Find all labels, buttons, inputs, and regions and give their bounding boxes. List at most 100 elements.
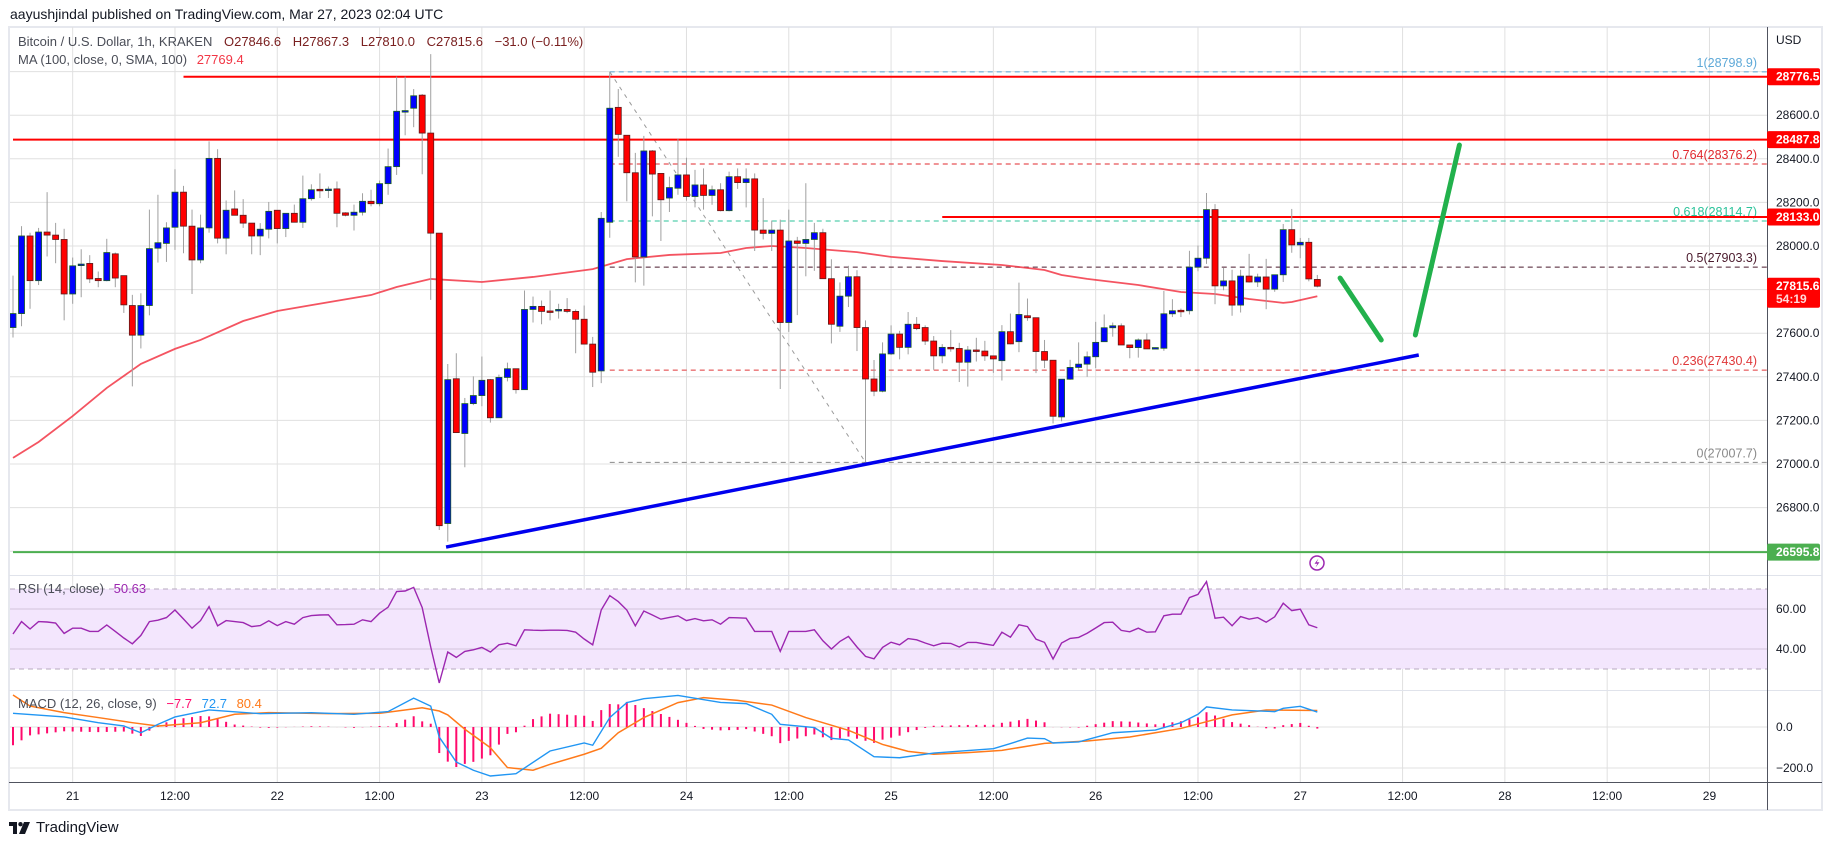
candle-body bbox=[461, 403, 469, 434]
candle bbox=[1075, 342, 1083, 370]
time-tick-label: 12:00 bbox=[774, 789, 804, 803]
candle-body bbox=[819, 232, 827, 280]
candle bbox=[828, 259, 835, 344]
projection-arrow-line[interactable] bbox=[1412, 142, 1462, 338]
alert-lightning-icon[interactable] bbox=[1309, 555, 1325, 571]
candle-body bbox=[52, 234, 60, 240]
candle bbox=[1271, 274, 1279, 292]
candle-body bbox=[444, 379, 452, 524]
candle-body bbox=[342, 212, 349, 216]
candle bbox=[921, 325, 929, 345]
candle bbox=[1126, 344, 1134, 359]
time-tick-label: 12:00 bbox=[1183, 789, 1213, 803]
candle bbox=[938, 344, 946, 364]
candle-body bbox=[1143, 339, 1151, 350]
candle-body bbox=[555, 309, 562, 312]
price-tick-label: 27600.0 bbox=[1776, 326, 1820, 340]
support-trendline[interactable] bbox=[445, 353, 1420, 549]
candle bbox=[180, 185, 187, 254]
candle-body bbox=[1305, 241, 1313, 280]
candle-body bbox=[955, 348, 963, 363]
candle-body bbox=[35, 231, 42, 282]
price-tag-label: 26595.8 bbox=[1776, 545, 1820, 559]
candle bbox=[1015, 282, 1023, 353]
legend-macd[interactable]: MACD (12, 26, close, 9) −7.7 72.7 80.4 bbox=[18, 696, 262, 711]
candle-body bbox=[469, 395, 477, 405]
candle-body bbox=[862, 327, 869, 380]
legend-ma[interactable]: MA (100, close, 0, SMA, 100) 27769.4 bbox=[18, 52, 244, 67]
candle-body bbox=[452, 378, 460, 434]
candle-body bbox=[401, 110, 409, 113]
candle-body bbox=[734, 176, 742, 183]
candle-body bbox=[938, 346, 946, 357]
candle bbox=[222, 200, 230, 255]
candle bbox=[171, 169, 179, 250]
price-tick-label: 27200.0 bbox=[1776, 413, 1820, 427]
candle bbox=[163, 222, 170, 262]
legend-rsi[interactable]: RSI (14, close) 50.63 bbox=[18, 581, 146, 596]
time-tick-label: 25 bbox=[884, 789, 898, 803]
candle-body bbox=[384, 166, 392, 185]
candle bbox=[597, 211, 605, 384]
candle bbox=[1254, 273, 1262, 287]
candle-body bbox=[248, 222, 256, 237]
candle-body bbox=[776, 229, 784, 323]
candle bbox=[1237, 269, 1244, 313]
candle-body bbox=[708, 189, 716, 196]
candle bbox=[674, 138, 682, 195]
candle bbox=[981, 340, 989, 361]
candle-body bbox=[410, 95, 418, 109]
candle-body bbox=[964, 349, 972, 363]
macd-pane[interactable] bbox=[10, 694, 1767, 777]
candle bbox=[1296, 237, 1304, 259]
candle bbox=[1007, 313, 1014, 345]
candle-body bbox=[418, 94, 426, 134]
candle-body bbox=[273, 209, 281, 229]
candle-body bbox=[828, 278, 835, 325]
candle-body bbox=[137, 305, 145, 336]
candle bbox=[640, 135, 648, 286]
tradingview-logo[interactable]: TradingView bbox=[9, 819, 119, 836]
rsi-pane[interactable] bbox=[10, 579, 1767, 684]
axes[interactable]: 21 12:00 22 12:00 23 12:00 24 12:00 25 12:00 26 12:… bbox=[66, 68, 1820, 803]
candle-body bbox=[1203, 209, 1210, 259]
candle-body bbox=[1169, 310, 1176, 315]
candle-body bbox=[77, 263, 85, 266]
candle bbox=[342, 212, 349, 217]
candle-body bbox=[103, 252, 111, 282]
fib-level-label: 0(27007.7) bbox=[1697, 446, 1757, 460]
candle-body bbox=[1007, 331, 1014, 345]
candle bbox=[478, 356, 486, 407]
candle bbox=[955, 342, 963, 383]
candle-body bbox=[1177, 309, 1185, 313]
candle-body bbox=[1015, 314, 1023, 343]
candle bbox=[333, 181, 341, 228]
candle-body bbox=[1160, 313, 1168, 349]
legend-symbol[interactable]: Bitcoin / U.S. Dollar, 1h, KRAKEN bbox=[18, 34, 212, 49]
legend-open: O27846.6 bbox=[224, 34, 281, 49]
candle bbox=[52, 222, 60, 264]
candle bbox=[1279, 223, 1287, 282]
candle bbox=[486, 378, 494, 423]
price-tick-label: 27400.0 bbox=[1776, 370, 1820, 384]
candle-body bbox=[904, 323, 912, 348]
candle-body bbox=[1024, 315, 1031, 319]
candle bbox=[256, 223, 264, 256]
candle-body bbox=[478, 379, 486, 396]
candle bbox=[785, 209, 793, 332]
candle-body bbox=[256, 228, 264, 237]
projection-arrow-line[interactable] bbox=[1337, 275, 1384, 343]
candle-body bbox=[913, 323, 921, 330]
price-pane[interactable]: 1(28798.9) 0.764(28376.2) 0.618(28114.7) 0.… bbox=[10, 54, 1767, 554]
candle bbox=[495, 374, 503, 419]
candle-body bbox=[1271, 274, 1279, 290]
candle-body bbox=[69, 265, 77, 295]
candle-body bbox=[197, 227, 204, 261]
candle bbox=[43, 192, 51, 257]
macd-value: 72.7 bbox=[202, 696, 227, 711]
candle bbox=[1313, 274, 1321, 288]
candle-body bbox=[1032, 317, 1040, 352]
candle bbox=[1186, 250, 1193, 315]
candle bbox=[214, 149, 222, 244]
